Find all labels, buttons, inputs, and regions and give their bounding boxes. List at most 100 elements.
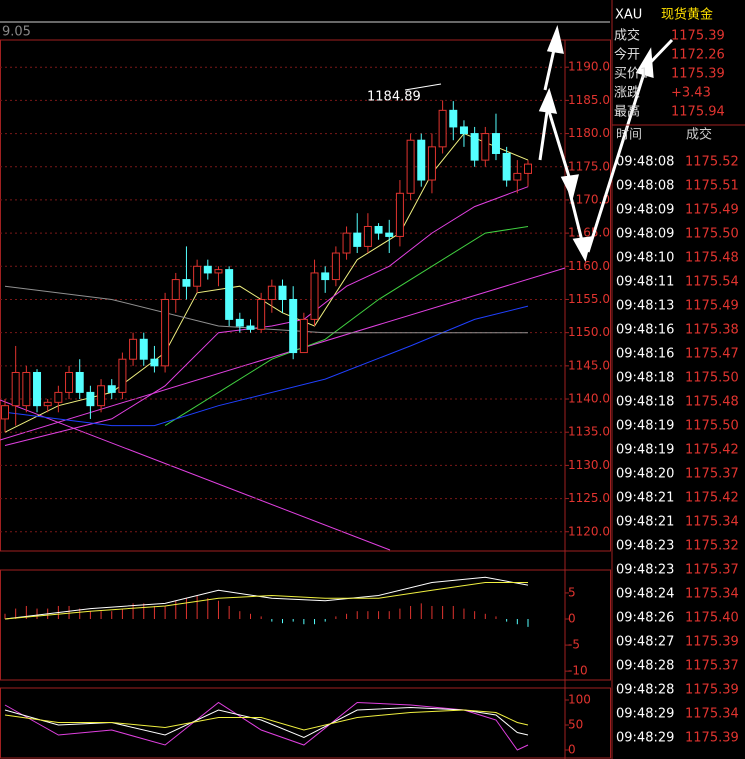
candle-body [502,152,511,181]
candle-body [33,371,42,407]
candle-body [310,272,319,320]
y-tick-label: 1135.0 [568,425,610,439]
trade-price: 1175.54 [685,275,739,290]
trade-price: 1175.49 [685,203,739,218]
indicator-line [4,709,529,731]
trade-time: 09:48:10 [616,251,674,266]
candle-body [289,298,298,354]
candle-body [438,109,447,148]
candle-body [470,133,479,161]
y-tick-label: 50 [568,718,583,732]
field-value: 1175.39 [671,67,725,82]
candle-body [406,139,415,194]
candle-body [97,385,106,407]
field-value: 1172.26 [671,48,725,63]
y-tick-label: -5 [568,638,580,652]
header-price: 成交 [686,127,712,143]
trade-time: 09:48:09 [616,227,674,242]
annotation-leader [404,83,442,91]
y-tick-label: 1125.0 [568,491,610,505]
trade-price: 1175.39 [685,731,739,746]
candle-body [524,163,532,174]
top-label: 9.05 [2,25,31,40]
trade-price: 1175.34 [685,707,739,722]
field-label: 买价1 [614,67,648,82]
candle-body [203,265,212,274]
candle-body [246,325,255,330]
trade-price: 1175.49 [685,299,739,314]
trade-price: 1175.37 [685,467,739,482]
trade-price: 1175.48 [685,251,739,266]
candle-body [267,285,276,300]
field-value: 1175.39 [671,29,725,44]
candle-body [65,371,74,393]
trade-time: 09:48:13 [616,299,674,314]
trade-time: 09:48:28 [616,659,674,674]
trade-time: 09:48:28 [616,683,674,698]
y-tick-label: 0 [568,743,576,757]
candle-body [150,358,159,367]
candle-body [481,133,490,161]
y-tick-label: 5 [568,585,576,599]
candle-body [11,371,20,407]
y-tick-label: 1140.0 [568,392,610,406]
trade-time: 09:48:11 [616,275,674,290]
trade-time: 09:48:29 [616,707,674,722]
candle-body [363,225,372,247]
candle-body [331,252,340,281]
annotation: 1184.89 [367,90,421,105]
candle-body [86,391,95,407]
main-frame [0,39,611,552]
candle-body [321,272,330,281]
candle-body [257,298,266,330]
candle-body [353,232,362,247]
candle-body [449,109,458,128]
trade-time: 09:48:08 [616,155,674,170]
trade-price: 1175.52 [685,155,739,170]
trade-time: 09:48:20 [616,467,674,482]
y-tick-label: 1160.0 [568,259,610,273]
candle-body [395,192,404,237]
trade-time: 09:48:24 [616,587,674,602]
trade-time: 09:48:16 [616,347,674,362]
trade-price: 1175.50 [685,419,739,434]
plot: 1120.0 1125.0 1130.0 1135.0 1140.0 1145.0 1150… [0,60,610,757]
candle-body [225,269,234,320]
candle-body [459,126,468,135]
trade-price: 1175.39 [685,683,739,698]
trade-price: 1175.37 [685,659,739,674]
candle-body [161,298,170,367]
indicator-line [4,576,529,620]
trade-price: 1175.50 [685,227,739,242]
trend-line [0,267,566,441]
candle-body [427,146,436,181]
candle-body [374,225,383,234]
trade-time: 09:48:23 [616,563,674,578]
y-tick-label: -10 [568,664,588,678]
trade-price: 1175.40 [685,611,739,626]
y-tick-label: 1175.0 [568,159,610,173]
field-label: 涨跌 [614,85,640,101]
arrows [538,24,674,263]
quote-panel: XAU 现货黄金 时间 成交 成交 1175.39 今开 1172.26 买价1 1175… [612,7,745,746]
candle-body [299,318,308,354]
candle-body [118,358,127,393]
trade-price: 1175.42 [685,443,739,458]
indicator-line [4,305,529,427]
candle-body [54,391,63,403]
y-tick-label: 1190.0 [568,60,610,74]
trade-price: 1175.48 [685,395,739,410]
candle-body [491,133,500,154]
y-tick-label: 1155.0 [568,292,610,306]
candle-body [214,269,223,274]
trade-time: 09:48:21 [616,515,674,530]
trade-price: 1175.39 [685,635,739,650]
y-tick-label: 1145.0 [568,358,610,372]
trend-line [0,399,391,551]
symbol-name: 现货黄金 [661,7,713,23]
y-tick-label: 1170.0 [568,192,610,206]
candle-body [417,139,426,181]
y-tick-label: 100 [568,693,591,707]
